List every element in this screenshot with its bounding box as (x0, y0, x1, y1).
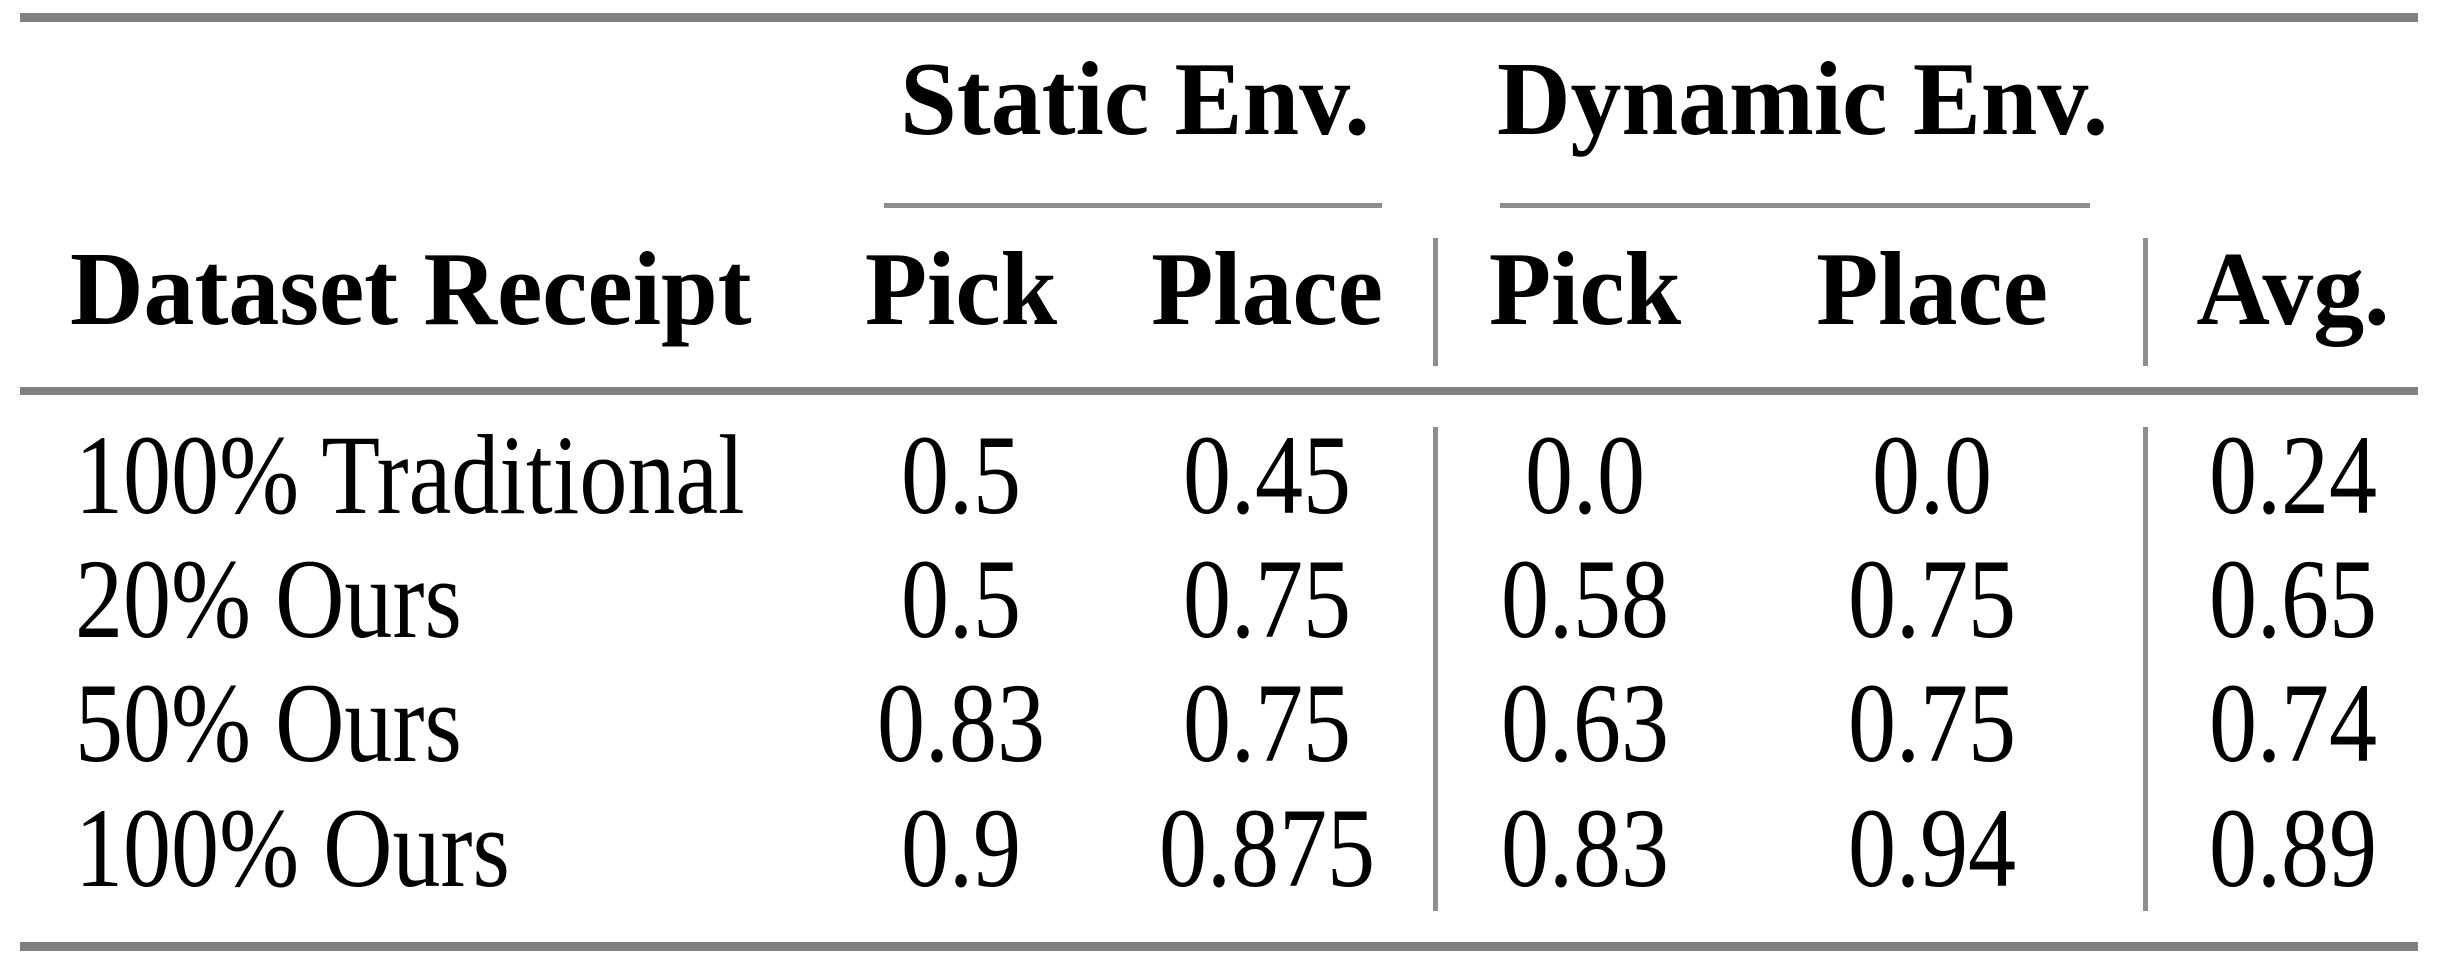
table-row: 100% Traditional 0.5 0.45 0.0 0.0 0.24 (0, 419, 2440, 544)
column-header-static-pick: Pick (864, 230, 1058, 347)
bottom-rule (20, 942, 2418, 951)
cell-avg: 0.74 (2208, 661, 2378, 786)
group-header-dynamic-env: Dynamic Env. (1497, 40, 2109, 157)
column-header-static-place: Place (1151, 230, 1383, 347)
cell-static-place: 0.75 (1182, 537, 1352, 662)
mid-rule (20, 387, 2418, 395)
cell-dynamic-place: 0.0 (1871, 413, 1993, 538)
table-row: 20% Ours 0.5 0.75 0.58 0.75 0.65 (0, 543, 2440, 668)
static-env-underline (884, 203, 1382, 208)
cell-dynamic-place: 0.75 (1847, 661, 2017, 786)
cell-dynamic-pick: 0.83 (1500, 786, 1670, 911)
top-rule (20, 13, 2418, 22)
row-label: 20% Ours (75, 537, 462, 662)
column-header-avg: Avg. (2196, 230, 2390, 347)
cell-dynamic-pick: 0.58 (1500, 537, 1670, 662)
cell-avg: 0.89 (2208, 786, 2378, 911)
cell-avg: 0.65 (2208, 537, 2378, 662)
cell-dynamic-place: 0.94 (1847, 786, 2017, 911)
row-label: 50% Ours (75, 661, 462, 786)
vsep-static-dynamic-body (1433, 427, 1438, 911)
table-row: 100% Ours 0.9 0.875 0.83 0.94 0.89 (0, 792, 2440, 917)
cell-dynamic-pick: 0.0 (1524, 413, 1646, 538)
cell-dynamic-place: 0.75 (1847, 537, 2017, 662)
row-label: 100% Ours (75, 786, 510, 911)
cell-avg: 0.24 (2208, 413, 2378, 538)
group-header-static-env: Static Env. (900, 40, 1370, 157)
cell-static-pick: 0.83 (876, 661, 1046, 786)
cell-static-pick: 0.5 (900, 413, 1022, 538)
cell-static-place: 0.75 (1182, 661, 1352, 786)
column-header-dynamic-pick: Pick (1488, 230, 1682, 347)
column-header-dynamic-place: Place (1816, 230, 2048, 347)
vsep-static-dynamic-header (1433, 238, 1438, 366)
column-header-dataset-receipt: Dataset Receipt (70, 230, 752, 347)
cell-static-place: 0.875 (1158, 786, 1376, 911)
cell-static-place: 0.45 (1182, 413, 1352, 538)
dynamic-env-underline (1500, 203, 2090, 208)
cell-dynamic-pick: 0.63 (1500, 661, 1670, 786)
vsep-dynamic-avg-body (2143, 427, 2148, 911)
row-label: 100% Traditional (75, 413, 745, 538)
cell-static-pick: 0.9 (900, 786, 1022, 911)
vsep-dynamic-avg-header (2143, 238, 2148, 366)
table-row: 50% Ours 0.83 0.75 0.63 0.75 0.74 (0, 667, 2440, 792)
cell-static-pick: 0.5 (900, 537, 1022, 662)
